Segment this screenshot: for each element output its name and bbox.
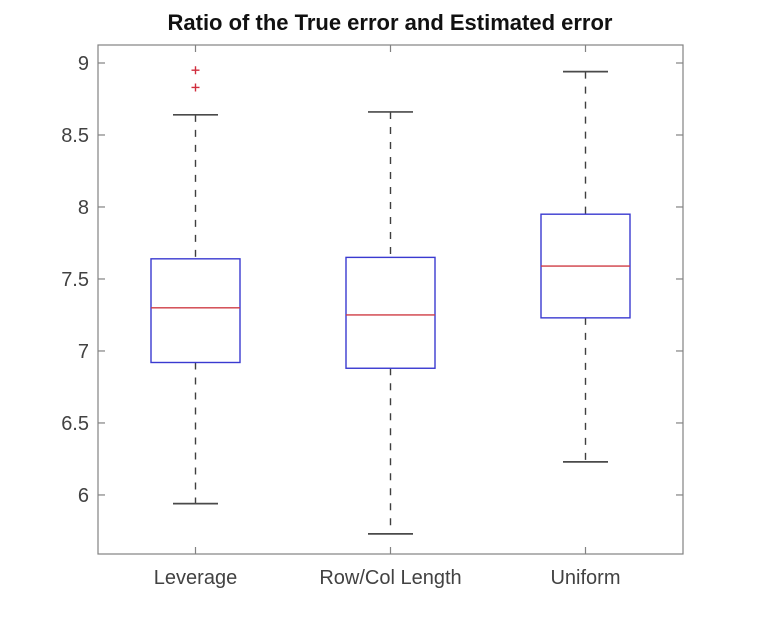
y-tick-label: 7.5 [61, 269, 89, 291]
box-group-leverage [150, 66, 241, 505]
y-tick-label: 6 [78, 485, 89, 507]
y-tick-label: 9 [78, 53, 89, 75]
iqr-box [150, 258, 241, 364]
y-tick-label: 7 [78, 341, 89, 363]
chart-title: Ratio of the True error and Estimated er… [168, 10, 613, 35]
y-tick-label: 8 [78, 197, 89, 219]
y-tick-label: 8.5 [61, 125, 89, 147]
category-label-leverage: Leverage [154, 567, 237, 589]
iqr-box [345, 256, 436, 369]
outlier-marker [191, 83, 200, 92]
box-group-row-col-length [345, 111, 436, 535]
category-label-uniform: Uniform [550, 567, 620, 589]
category-label-row-col-length: Row/Col Length [319, 567, 461, 589]
box-group-uniform [540, 70, 631, 463]
y-tick-label: 6.5 [61, 413, 89, 435]
plot-layers: 6 6.5 7 7.5 8 8.5 9 Leverage Row/Col Length Unifo… [61, 44, 684, 589]
outlier-marker [191, 66, 200, 75]
